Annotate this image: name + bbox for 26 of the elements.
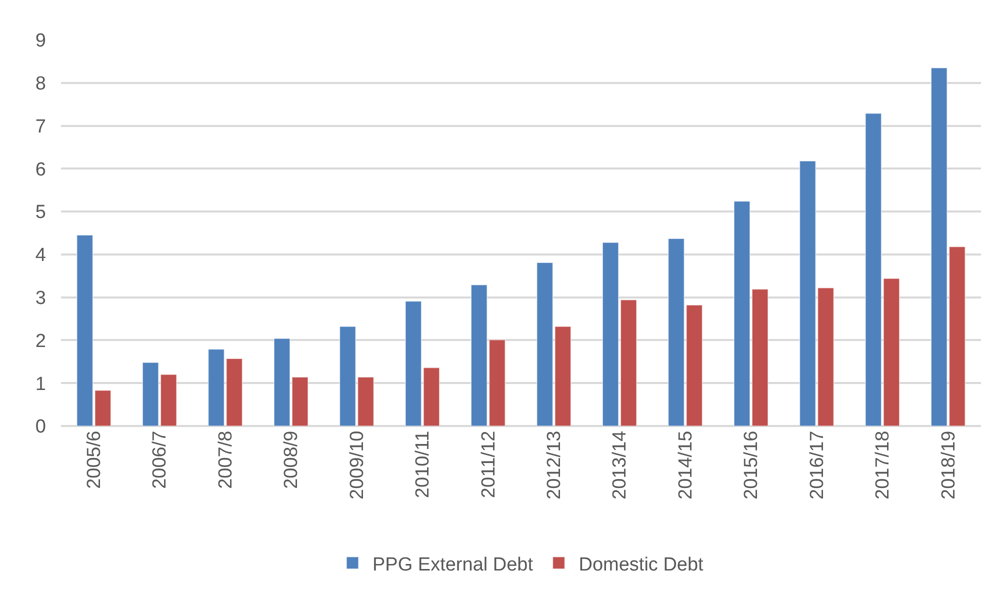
y-tick-label: 8 xyxy=(35,74,46,95)
x-tick-label: 2013/14 xyxy=(610,430,631,500)
y-tick-label: 0 xyxy=(35,416,46,438)
x-tick-label: 2008/9 xyxy=(281,430,302,489)
x-tick-label: 2014/15 xyxy=(675,430,696,500)
x-tick-label: 2018/19 xyxy=(938,430,960,500)
x-tick-label: 2010/11 xyxy=(412,430,434,498)
x-tick-label: 2017/18 xyxy=(872,430,894,500)
x-tick-label: 2009/10 xyxy=(346,430,368,500)
y-tick-label: 7 xyxy=(35,116,46,138)
y-tick-label: 6 xyxy=(35,159,46,180)
y-tick-label: 1 xyxy=(35,374,46,395)
y-tick-label: 9 xyxy=(35,30,46,52)
y-tick-label: 4 xyxy=(35,245,46,266)
x-tick-label: 2012/13 xyxy=(544,430,566,500)
y-tick-label: 2 xyxy=(35,330,46,352)
x-tick-label: 2015/16 xyxy=(741,430,762,500)
x-tick-label: 2007/8 xyxy=(215,430,236,489)
y-tick-label: 3 xyxy=(35,288,46,309)
legend-label: PPG External Debt xyxy=(372,554,534,576)
x-tick-label: 2005/6 xyxy=(84,430,106,489)
legend-label: Domestic Debt xyxy=(578,554,704,576)
x-tick-label: 2016/17 xyxy=(806,430,828,500)
x-tick-label: 2011/12 xyxy=(478,430,500,498)
y-tick-label: 5 xyxy=(35,202,46,224)
x-tick-label: 2006/7 xyxy=(150,430,171,489)
